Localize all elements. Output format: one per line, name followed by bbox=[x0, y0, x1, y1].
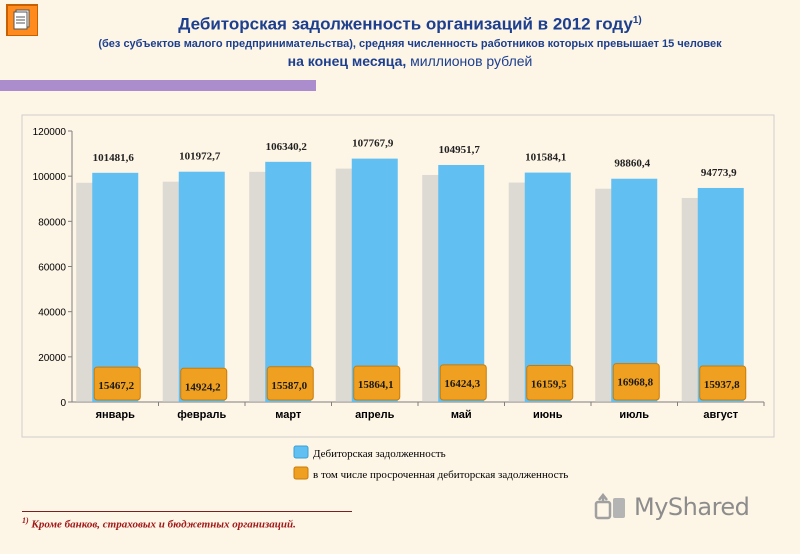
data-label-receivables: 104951,7 bbox=[439, 144, 481, 156]
watermark-text: MyShared bbox=[634, 493, 750, 521]
bar-receivables bbox=[92, 172, 139, 402]
footnote: 1) Кроме банков, страховых и бюджетных о… bbox=[22, 516, 296, 531]
bar-receivables bbox=[265, 161, 312, 402]
y-tick-label: 0 bbox=[60, 398, 66, 409]
watermark: MyShared bbox=[594, 490, 750, 524]
data-label-overdue: 16424,3 bbox=[444, 378, 480, 390]
data-label-overdue: 14924,2 bbox=[185, 381, 221, 393]
bar-overdue bbox=[180, 367, 228, 401]
y-tick-label: 80000 bbox=[38, 217, 66, 228]
x-tick-label: февраль bbox=[177, 409, 226, 421]
x-tick-label: август bbox=[703, 409, 738, 421]
data-label-overdue: 15587,0 bbox=[271, 380, 307, 392]
y-tick-label: 100000 bbox=[33, 172, 67, 183]
data-label-receivables: 94773,9 bbox=[701, 167, 737, 179]
period-label: на конец месяца, bbox=[287, 52, 407, 69]
data-label-receivables: 101972,7 bbox=[179, 151, 221, 163]
data-label-overdue: 15467,2 bbox=[98, 380, 134, 392]
title-block: Дебиторская задолженность организаций в … bbox=[40, 10, 780, 71]
x-tick-label: июнь bbox=[533, 409, 563, 421]
data-label-overdue: 16159,5 bbox=[531, 379, 567, 391]
legend-label: в том числе просроченная дебиторская зад… bbox=[313, 469, 568, 481]
bar-overdue bbox=[612, 363, 660, 401]
footnote-text: Кроме банков, страховых и бюджетных орга… bbox=[31, 518, 296, 531]
bar-overdue bbox=[439, 364, 487, 401]
legend-swatch bbox=[293, 445, 309, 459]
bar-receivables bbox=[524, 172, 571, 402]
x-tick-label: март bbox=[275, 409, 302, 421]
unit-line: на конец месяца, миллионов рублей bbox=[40, 52, 780, 71]
unit-label: миллионов рублей bbox=[410, 52, 533, 69]
x-tick-label: май bbox=[451, 409, 472, 421]
y-tick-label: 60000 bbox=[38, 263, 66, 274]
legend-label: Дебиторская задолженность bbox=[313, 448, 446, 460]
page-subtitle: (без субъектов малого предпринимательств… bbox=[98, 37, 722, 50]
data-label-receivables: 101584,1 bbox=[525, 152, 566, 164]
bar-overdue bbox=[526, 365, 574, 401]
bar-receivables bbox=[438, 164, 485, 402]
data-label-overdue: 16968,8 bbox=[617, 377, 653, 389]
bar-overdue bbox=[266, 366, 314, 401]
legend-swatch bbox=[293, 466, 309, 480]
y-tick-label: 40000 bbox=[38, 308, 66, 319]
bar-overdue bbox=[353, 365, 401, 401]
bar-overdue bbox=[93, 366, 141, 401]
title-divider bbox=[0, 80, 316, 91]
y-tick-label: 120000 bbox=[33, 127, 67, 138]
data-label-overdue: 15937,8 bbox=[704, 379, 740, 391]
bar-overdue bbox=[699, 365, 747, 401]
data-label-receivables: 101481,6 bbox=[93, 152, 135, 164]
bar-receivables bbox=[351, 158, 398, 402]
data-label-receivables: 106340,2 bbox=[266, 141, 308, 153]
x-tick-label: апрель bbox=[355, 409, 395, 421]
y-tick-label: 20000 bbox=[38, 353, 66, 364]
title-footnote-mark: 1) bbox=[632, 15, 642, 26]
plot-frame bbox=[21, 114, 775, 438]
bar-receivables bbox=[178, 171, 225, 402]
document-icon bbox=[6, 4, 38, 36]
footnote-mark: 1) bbox=[22, 516, 29, 525]
footnote-rule bbox=[22, 511, 352, 512]
data-label-receivables: 107767,9 bbox=[352, 138, 394, 150]
data-label-receivables: 98860,4 bbox=[614, 158, 650, 170]
data-label-overdue: 15864,1 bbox=[358, 379, 394, 391]
x-tick-label: январь bbox=[96, 409, 136, 421]
myshared-logo-icon bbox=[594, 492, 625, 520]
page-title: Дебиторская задолженность организаций в … bbox=[178, 14, 642, 34]
x-tick-label: июль bbox=[619, 409, 649, 421]
